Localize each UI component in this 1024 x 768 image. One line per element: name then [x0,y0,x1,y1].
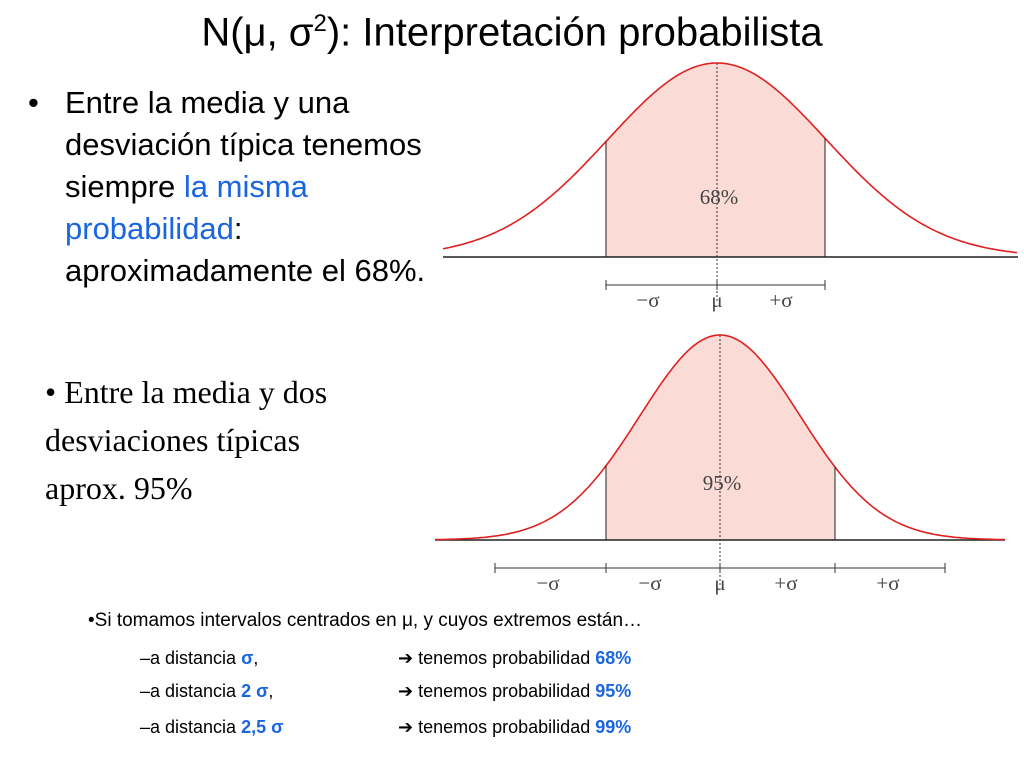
row-text: , [253,648,259,668]
probability: 68% [595,648,632,668]
area-label: 95% [703,471,742,495]
summary-intro: •Si tomamos intervalos centrados en μ, y… [88,610,643,631]
axis-label: −σ [536,571,559,595]
axis-label: −σ [638,571,661,595]
bullet-marker: • [28,85,39,120]
axis-label: +σ [769,288,792,312]
bullet: • Entre la media y dos desviaciones típi… [45,374,328,506]
distance: 2,5 σ [241,717,284,737]
row-text: tenemos probabilidad [413,717,596,737]
axis-label: μ [714,571,725,595]
distance: σ [241,648,254,668]
bullet-text: aproximadamente el 68%. [65,253,426,288]
title-text: ): Interpretación probabilista [326,10,823,55]
shaded-area [606,335,835,540]
bullet: • Entre la media y una desviación típica … [28,82,438,292]
axis-label: μ [711,288,722,312]
row-text: –a distancia [140,648,242,668]
arrow: ➔ [398,648,414,669]
summary-row: –a distancia 2 σ, ➔ tenemos probabilidad … [140,681,631,702]
title-text: N(μ, σ [201,10,314,55]
arrow: ➔ [398,717,414,738]
axis-label: +σ [774,571,797,595]
row-text: –a distancia [140,717,242,737]
distance: 2 σ [241,681,269,701]
row-text: , [268,681,274,701]
bullet-text: Entre la media y una desviación típica t… [65,85,422,204]
shaded-area [606,63,825,257]
area-label: 68% [700,185,739,209]
arrow: ➔ [398,681,414,702]
row-text: tenemos probabilidad [413,681,596,701]
row-text: tenemos probabilidad [413,648,596,668]
axis-label: +σ [876,571,899,595]
highlight: la misma probabilidad [65,169,308,246]
title: N(μ, σ2): Interpretación probabilista [0,10,1024,55]
normal-curve [442,62,1018,254]
summary-row: –a distancia 2,5 σ ➔ tenemos probabilidad… [140,717,631,738]
axis-label: −σ [636,288,659,312]
bullet-text: : [233,211,243,246]
probability: 95% [595,681,632,701]
title-sup: 2 [313,10,327,37]
probability: 99% [595,717,632,737]
summary-row: –a distancia σ, ➔ tenemos probabilidad 68… [140,648,631,669]
row-text: –a distancia [140,681,242,701]
